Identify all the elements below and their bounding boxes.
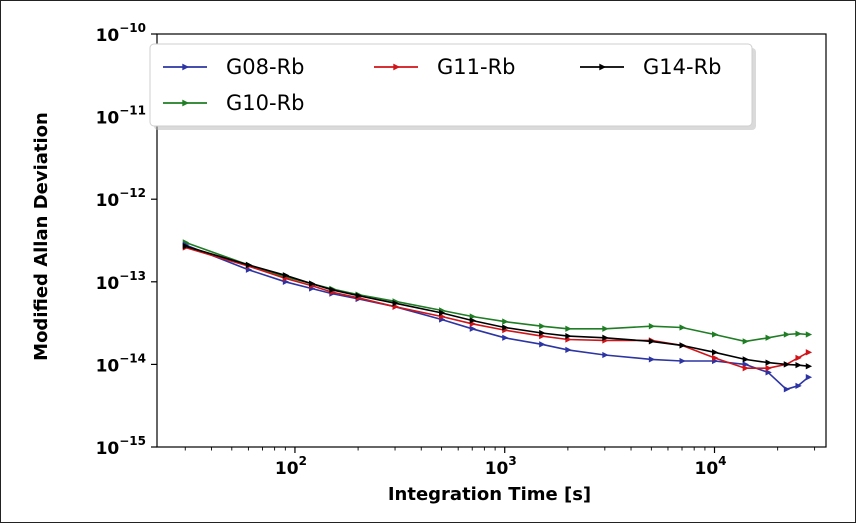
y-axis-label: Modified Allan Deviation (31, 112, 52, 361)
point-g14-rb-8 (469, 317, 477, 324)
point-g08-rb-8 (469, 325, 477, 332)
point-g10-rb-17 (765, 334, 772, 341)
legend-item-g10-rb: G10-Rb (163, 91, 305, 115)
point-g08-rb-9 (502, 334, 509, 341)
series-line-g14-rb (185, 245, 809, 367)
series-line-g11-rb (185, 246, 809, 369)
legend-box (149, 43, 753, 127)
point-g14-rb-18 (783, 361, 791, 368)
y-tick-label-13: 10−13 (96, 269, 146, 294)
legend-item-g14-rb: G14-Rb (580, 55, 722, 79)
point-g14-rb-5 (355, 292, 362, 299)
series-line-g08-rb (185, 244, 809, 391)
point-g11-rb-16 (742, 365, 749, 372)
point-g08-rb-18 (783, 386, 791, 393)
point-g10-rb-13 (648, 323, 656, 330)
point-g08-rb-20 (805, 374, 813, 381)
point-g14-rb-12 (602, 334, 609, 341)
legend-label-g08-rb: G08-Rb (226, 55, 305, 79)
point-g14-rb-16 (742, 356, 749, 363)
point-g11-rb-20 (805, 349, 813, 356)
point-g10-rb-11 (565, 325, 572, 332)
legend-marker-g10-rb (182, 99, 190, 107)
point-g08-rb-19 (795, 382, 802, 389)
point-g11-rb-17 (765, 365, 772, 372)
legend: G08-Rb G11-Rb G14-Rb G10-Rb (149, 43, 756, 130)
series-layer (182, 239, 813, 393)
point-g14-rb-9 (502, 324, 509, 331)
point-g10-rb-8 (469, 313, 477, 320)
point-g14-rb-1 (245, 261, 253, 269)
point-g10-rb-18 (783, 331, 791, 338)
legend-marker-g11-rb (393, 63, 401, 71)
point-g10-rb-19 (795, 330, 802, 337)
legend-marker-g14-rb (599, 63, 607, 71)
point-g14-rb-14 (679, 342, 686, 349)
point-g14-rb-7 (439, 309, 446, 317)
axes-layer: 102 103 104 10−10 10−11 10−12 10−13 10−14 10−15 (96, 21, 816, 479)
point-g14-rb-11 (565, 332, 572, 340)
y-tick-label-14: 10−14 (96, 351, 146, 376)
point-g08-rb-14 (679, 357, 686, 365)
legend-label-g11-rb: G11-Rb (437, 55, 516, 79)
point-g14-rb-0 (182, 243, 190, 250)
point-g14-rb-4 (329, 286, 336, 293)
point-g14-rb-10 (539, 329, 546, 337)
point-g10-rb-10 (539, 323, 546, 330)
point-g14-rb-2 (282, 272, 290, 279)
point-g14-rb-13 (648, 338, 656, 345)
legend-label-g14-rb: G14-Rb (643, 55, 722, 79)
point-g11-rb-15 (711, 354, 719, 362)
plot-frame (156, 33, 827, 448)
point-g08-rb-13 (648, 356, 656, 363)
y-tick-label-11: 10−11 (96, 104, 146, 129)
x-axis-label: Integration Time [s] (388, 484, 591, 505)
y-tick-label-10: 10−10 (96, 21, 146, 46)
point-g10-rb-14 (679, 324, 686, 331)
point-g10-rb-9 (502, 318, 509, 325)
series-g14-rb (182, 243, 813, 370)
point-g10-rb-16 (742, 338, 749, 345)
plot-area (156, 33, 827, 448)
legend-item-g08-rb: G08-Rb (163, 55, 305, 79)
point-g08-rb-11 (565, 346, 572, 354)
y-tick-label-15: 10−15 (96, 434, 146, 459)
point-g11-rb-19 (795, 354, 802, 362)
point-g14-rb-20 (805, 363, 813, 370)
point-g14-rb-19 (795, 361, 802, 369)
point-g10-rb-20 (805, 331, 813, 338)
point-g14-rb-17 (765, 359, 772, 366)
point-g10-rb-15 (711, 331, 719, 338)
x-tick-label-4: 104 (694, 454, 726, 479)
x-tick-label-2: 102 (275, 454, 307, 479)
legend-label-g10-rb: G10-Rb (226, 91, 305, 115)
legend-marker-g08-rb (182, 63, 190, 71)
point-g10-rb-12 (602, 325, 609, 332)
point-g14-rb-15 (711, 349, 719, 356)
point-g08-rb-10 (539, 341, 546, 348)
point-g14-rb-6 (392, 300, 399, 307)
legend-item-g11-rb: G11-Rb (374, 55, 516, 79)
point-g08-rb-12 (602, 351, 609, 359)
series-g08-rb (182, 241, 813, 393)
point-g14-rb-3 (309, 280, 316, 287)
y-tick-label-12: 10−12 (96, 186, 146, 211)
point-g08-rb-17 (765, 369, 772, 376)
x-tick-label-3: 103 (485, 454, 517, 479)
